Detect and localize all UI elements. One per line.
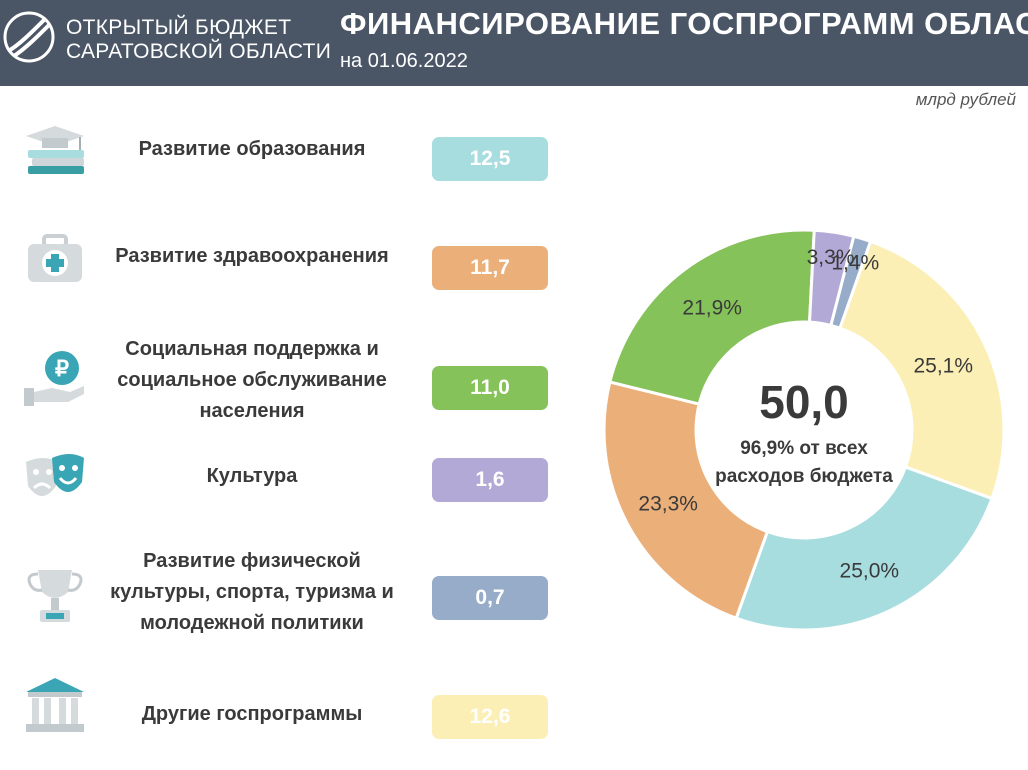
page-title: ФИНАНСИРОВАНИЕ ГОСПРОГРАММ ОБЛАСТИ [340,6,1028,41]
program-label-social: Социальная поддержка и социальное обслуж… [117,338,387,422]
header-bar: ОТКРЫТЫЙ БЮДЖЕТ САРАТОВСКОЙ ОБЛАСТИ ФИНА… [0,0,1028,86]
donut-label-health: 23,3% [638,493,698,516]
report-date: на 01.06.2022 [340,50,468,72]
education-icon [26,126,84,174]
trophy-icon [27,570,83,622]
program-label-other: Другие госпрограммы [141,703,363,725]
center-total: 50,0 [759,376,849,428]
program-label-health: Развитие здравоохранения [115,245,389,267]
center-caption-line1: 96,9% от всех [740,438,868,459]
donut-label-other: 25,1% [913,354,973,377]
program-value-sport: 0,7 [432,576,548,620]
budget-logo-icon [3,11,55,63]
org-name: ОТКРЫТЫЙ БЮДЖЕТ САРАТОВСКОЙ ОБЛАСТИ [66,16,336,64]
program-value-other: 12,6 [432,695,548,739]
program-value-health: 11,7 [432,246,548,290]
donut-labels: 25,0% 23,3% 21,9% 3,3%1,4% 25,1% [638,246,973,582]
donut-slice-health [602,380,770,621]
donut-slice-social [608,228,816,406]
org-name-line2: САРАТОВСКОЙ ОБЛАСТИ [66,40,332,63]
org-name-line1: ОТКРЫТЫЙ БЮДЖЕТ [66,16,292,39]
donut-label-culture: 3,3% [807,246,855,269]
donut-slice-other [838,239,1006,501]
program-label-sport: Развитие физической культуры, спорта, ту… [110,550,394,634]
program-label-education: Развитие образования [138,138,366,160]
donut-slice-education [734,465,994,632]
program-value-culture: 1,6 [432,458,548,502]
theater-masks-icon [26,454,84,496]
donut-slices [602,228,1006,632]
donut-label-social: 21,9% [682,296,742,319]
government-building-icon [26,678,84,732]
first-aid-kit-icon [28,234,82,282]
svg-text:₽: ₽ [55,356,69,381]
center-caption-line2: расходов бюджета [715,466,893,487]
donut-chart: 25,0% 23,3% 21,9% 3,3%1,4% 25,1% 50,0 96,9% … [602,228,1006,632]
program-value-education: 12,5 [432,137,548,181]
donut-label-education: 25,0% [840,559,900,582]
program-label-culture: Культура [206,465,298,487]
unit-label: млрд рублей [915,90,1016,109]
ruble-hand-icon: ₽ [24,351,84,406]
program-value-social: 11,0 [432,366,548,410]
donut-label-sport: 1,4% [831,252,879,275]
